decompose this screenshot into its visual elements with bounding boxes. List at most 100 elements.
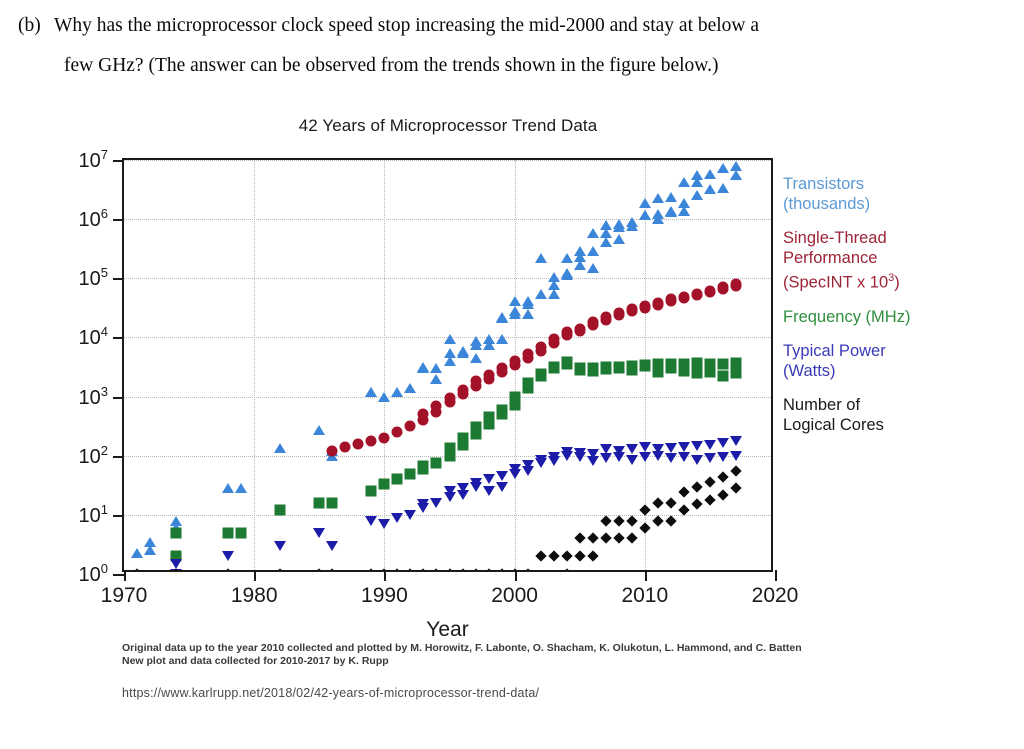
data-point-square bbox=[509, 391, 521, 403]
question-block: (b) Why has the microprocessor clock spe… bbox=[8, 6, 1008, 86]
data-point-triangle-down bbox=[599, 443, 612, 454]
data-point-circle bbox=[561, 326, 573, 338]
data-point-triangle-up bbox=[612, 219, 625, 230]
data-point-triangle-down bbox=[716, 437, 729, 448]
y-axis-label: 106 bbox=[78, 206, 108, 231]
data-point-triangle-up bbox=[547, 272, 560, 283]
data-point-triangle-up bbox=[625, 221, 638, 232]
data-point-square bbox=[665, 358, 677, 370]
data-point-triangle-up bbox=[521, 308, 534, 319]
data-point-circle bbox=[391, 426, 403, 438]
data-point-diamond bbox=[730, 464, 742, 477]
data-point-diamond bbox=[600, 514, 612, 527]
data-point-square bbox=[626, 360, 638, 372]
data-point-square bbox=[457, 432, 469, 444]
data-point-square bbox=[313, 497, 325, 509]
data-point-triangle-up bbox=[534, 253, 547, 264]
data-point-triangle-up bbox=[521, 295, 534, 306]
data-point-triangle-up bbox=[729, 160, 742, 171]
data-point-circle bbox=[717, 281, 729, 293]
data-point-circle bbox=[378, 432, 390, 444]
data-point-diamond bbox=[521, 568, 534, 570]
data-point-triangle-up bbox=[690, 177, 703, 188]
data-point-circle bbox=[509, 355, 521, 367]
data-point-triangle-up bbox=[235, 482, 248, 493]
data-point-diamond bbox=[430, 568, 443, 570]
data-point-triangle-down bbox=[586, 456, 599, 467]
credits-line-1: Original data up to the year 2010 collec… bbox=[122, 642, 802, 654]
data-point-diamond bbox=[313, 568, 325, 570]
data-point-triangle-down bbox=[638, 442, 651, 453]
data-point-triangle-up bbox=[482, 333, 495, 344]
data-point-diamond bbox=[600, 532, 612, 545]
data-point-diamond bbox=[639, 522, 651, 534]
data-point-square bbox=[639, 359, 651, 371]
data-point-triangle-up bbox=[586, 228, 599, 239]
legend-entry-single-thread: Single-Thread Performance (SpecINT x 103… bbox=[783, 228, 1018, 293]
data-point-circle bbox=[404, 420, 416, 432]
y-axis-label: 101 bbox=[78, 502, 108, 527]
data-point-circle bbox=[626, 303, 638, 315]
data-point-triangle-down bbox=[274, 540, 287, 551]
data-point-circle bbox=[430, 400, 442, 412]
x-axis-label: 1970 bbox=[100, 584, 148, 607]
data-point-triangle-down bbox=[456, 483, 469, 494]
data-point-triangle-up bbox=[638, 210, 651, 221]
data-point-triangle-up bbox=[729, 170, 742, 181]
data-point-triangle-down bbox=[521, 466, 534, 477]
data-point-triangle-up bbox=[560, 253, 573, 264]
data-point-triangle-up bbox=[599, 220, 612, 231]
data-point-diamond bbox=[652, 514, 664, 527]
data-point-circle bbox=[548, 333, 560, 345]
data-point-triangle-up bbox=[131, 547, 144, 558]
data-point-diamond bbox=[417, 568, 430, 570]
data-point-diamond bbox=[587, 550, 599, 562]
data-point-triangle-down bbox=[716, 452, 729, 463]
data-point-diamond bbox=[626, 532, 638, 545]
data-point-square bbox=[535, 368, 547, 380]
data-point-triangle-down bbox=[482, 486, 495, 497]
data-point-diamond bbox=[704, 476, 716, 488]
data-point-triangle-up bbox=[638, 197, 651, 208]
data-point-circle bbox=[600, 311, 612, 323]
data-point-circle bbox=[652, 297, 664, 309]
data-point-triangle-down bbox=[703, 440, 716, 451]
data-point-triangle-up bbox=[651, 193, 664, 204]
legend-single-thread-exponent: 3 bbox=[888, 272, 895, 284]
y-axis-tick bbox=[113, 219, 124, 222]
data-point-diamond bbox=[691, 480, 703, 493]
data-point-triangle-up bbox=[690, 189, 703, 200]
data-point-square bbox=[652, 366, 664, 378]
data-point-triangle-down bbox=[495, 481, 508, 492]
data-point-diamond bbox=[534, 550, 547, 562]
data-point-triangle-up bbox=[378, 391, 391, 402]
y-axis-label: 104 bbox=[78, 324, 108, 350]
data-point-triangle-down bbox=[677, 442, 690, 453]
data-point-triangle-down bbox=[430, 497, 443, 508]
data-point-circle bbox=[704, 285, 716, 297]
data-point-square bbox=[326, 497, 338, 509]
y-axis-label: 105 bbox=[78, 265, 108, 291]
data-point-triangle-up bbox=[560, 270, 573, 281]
data-point-square bbox=[691, 357, 703, 369]
y-axis-label: 100 bbox=[78, 561, 108, 586]
data-point-circle bbox=[430, 406, 442, 418]
data-point-circle bbox=[613, 307, 625, 319]
y-axis-tick bbox=[113, 574, 124, 576]
data-point-diamond bbox=[730, 482, 742, 495]
legend-entry-power: Typical Power (Watts) bbox=[783, 341, 886, 380]
question-text-line-2: few GHz? (The answer can be observed fro… bbox=[64, 55, 719, 76]
data-point-triangle-down bbox=[482, 474, 495, 485]
data-point-diamond bbox=[613, 532, 625, 545]
chart-title: 42 Years of Microprocessor Trend Data bbox=[298, 116, 598, 135]
data-point-square bbox=[417, 460, 429, 472]
data-point-triangle-up bbox=[677, 205, 690, 216]
data-point-triangle-up bbox=[443, 347, 456, 358]
y-axis-tick bbox=[113, 160, 124, 162]
data-point-square bbox=[457, 439, 469, 451]
data-point-triangle-down bbox=[469, 477, 482, 488]
data-point-triangle-down bbox=[651, 443, 664, 454]
data-point-diamond bbox=[365, 568, 378, 570]
data-point-triangle-up bbox=[222, 482, 235, 493]
data-point-diamond bbox=[469, 568, 482, 570]
